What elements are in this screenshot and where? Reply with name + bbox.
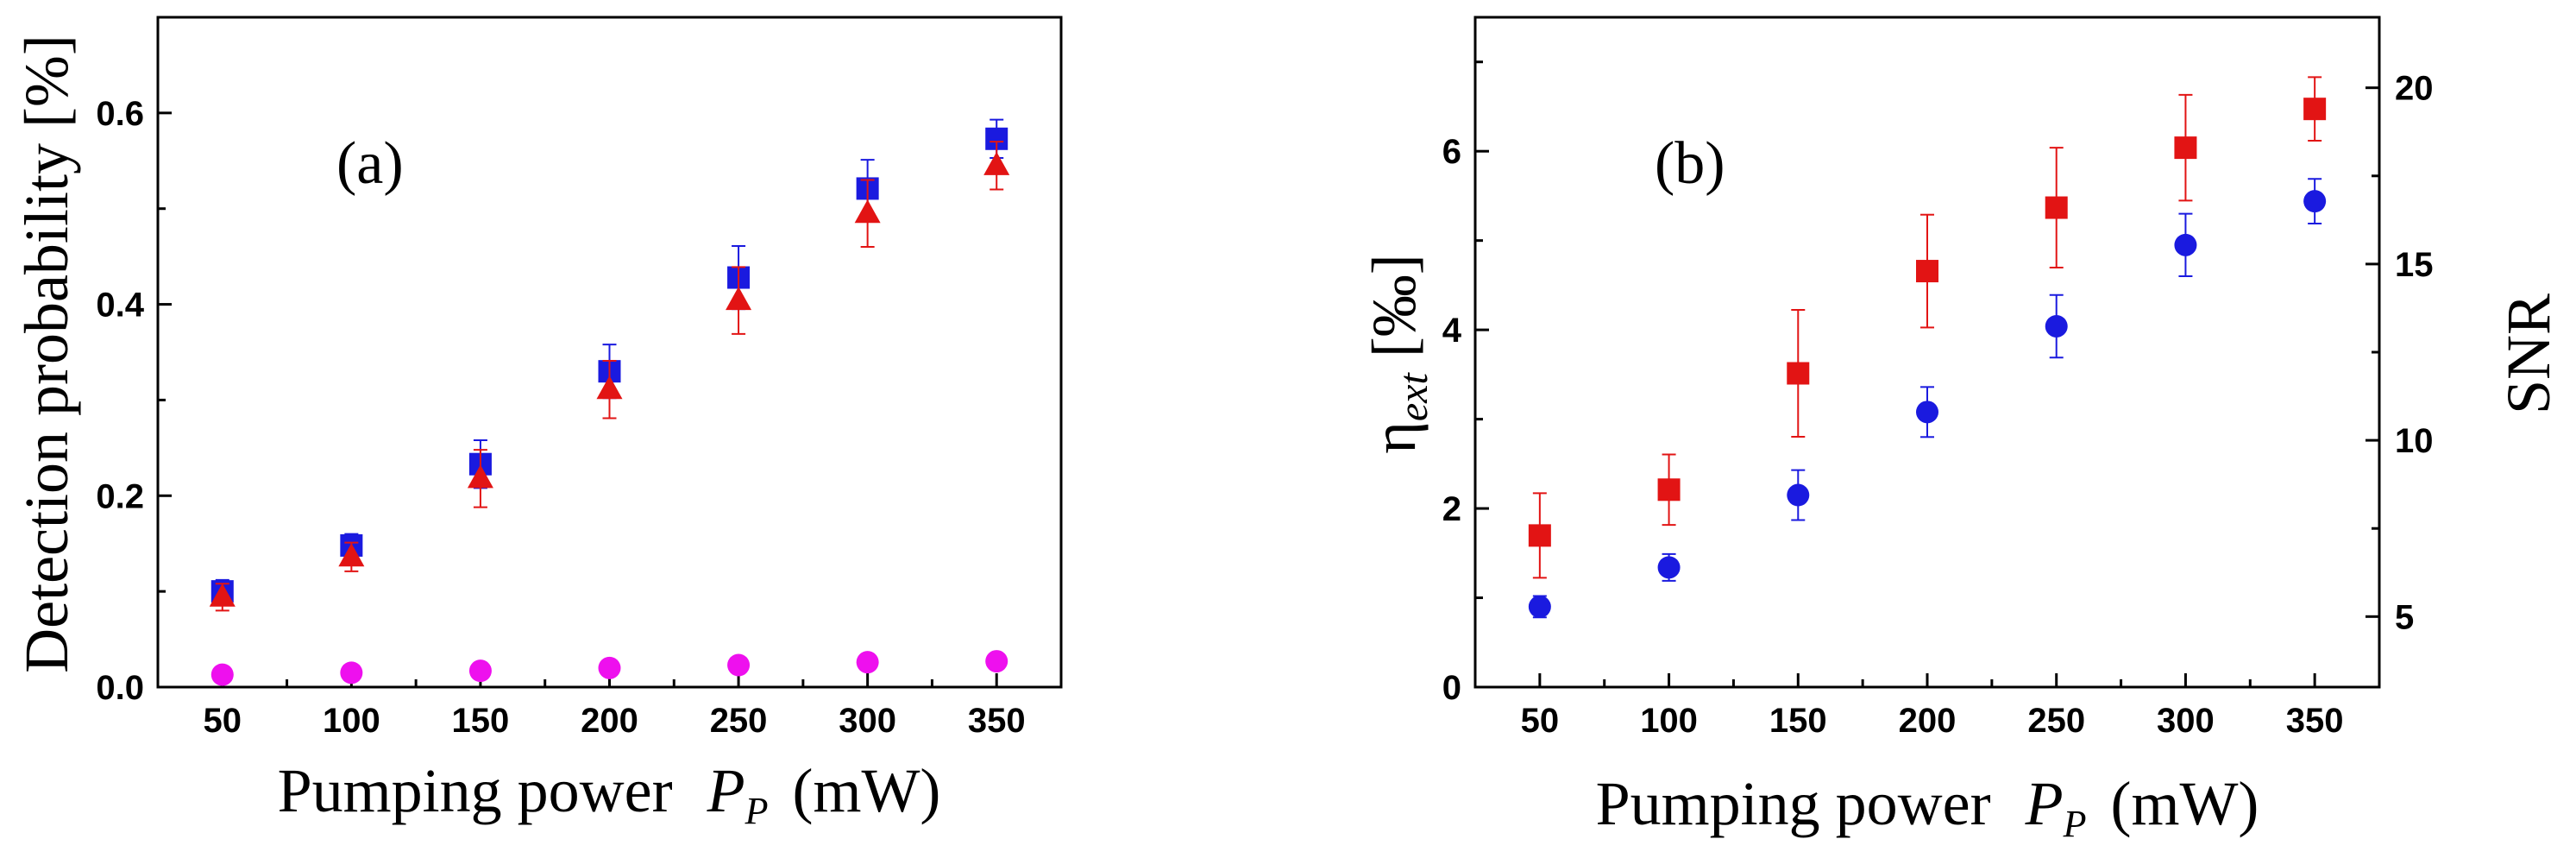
data-point-circle — [727, 653, 751, 677]
x-tick-label: 100 — [1640, 702, 1698, 740]
data-point-triangle — [209, 583, 236, 607]
data-point-square — [2045, 196, 2068, 219]
x-title-unit: (mW) — [2110, 769, 2259, 838]
x-tick-label: 300 — [2157, 702, 2215, 740]
x-tick-label: 300 — [839, 702, 896, 740]
data-point-circle — [1787, 483, 1810, 507]
x-title-main: Pumping power — [1596, 769, 1991, 838]
x-tick-label: 250 — [2027, 702, 2085, 740]
y-tick-label: 0.6 — [96, 95, 144, 133]
panel-b-x-axis-title: Pumping power PP (mW) — [1596, 769, 2259, 845]
data-point-circle — [1528, 595, 1551, 618]
data-point-circle — [2174, 233, 2197, 256]
data-point-circle — [2303, 190, 2327, 213]
data-point-circle — [210, 663, 234, 686]
panel-a-x-axis-title: Pumping power PP (mW) — [278, 756, 941, 832]
y-right-tick-label: 20 — [2395, 70, 2434, 108]
y-tick-label: 0 — [1442, 669, 1461, 707]
x-title-unit: (mW) — [792, 756, 940, 825]
data-point-square — [1916, 260, 1938, 283]
x-tick-label: 150 — [1769, 702, 1827, 740]
x-title-symbol: P — [707, 756, 745, 825]
y-tick-label: 0.4 — [96, 287, 144, 325]
y-tick-label: 4 — [1442, 312, 1462, 350]
data-point-circle — [985, 650, 1008, 673]
x-tick-label: 350 — [2286, 702, 2344, 740]
panel-a-marks — [209, 118, 1010, 686]
panel-b-frame — [1473, 16, 2381, 689]
data-point-circle — [468, 659, 492, 683]
panel-b-label: (b) — [1655, 130, 1725, 197]
y-right-tick-label: 15 — [2395, 246, 2434, 284]
x-tick-label: 350 — [968, 702, 1026, 740]
data-point-triangle — [983, 151, 1010, 175]
data-point-circle — [2045, 314, 2068, 338]
x-title-subscript: P — [745, 790, 769, 832]
data-point-square — [2303, 98, 2327, 121]
data-point-square — [1657, 478, 1681, 502]
panel-a-y-axis-title: Detection probability [%] — [12, 35, 81, 673]
data-point-triangle — [338, 543, 365, 567]
panel-a: 50 100 150 200 250 300 350 0.0 0.2 0.4 0.6 (a) Det… — [12, 16, 1063, 832]
data-point-circle — [598, 656, 621, 679]
x-tick-label: 250 — [710, 702, 768, 740]
panel-b: 50 100 150 200 250 300 350 0 2 4 6 5 10 15 20 (b) ηext… — [1360, 16, 2563, 845]
x-tick-label: 200 — [1899, 702, 1957, 740]
y-tick-label: 2 — [1442, 490, 1461, 528]
data-point-circle — [1657, 556, 1681, 579]
y-tick-label: 6 — [1442, 133, 1461, 171]
y-title-unit: [‰] — [1360, 254, 1429, 357]
x-tick-label: 150 — [452, 702, 510, 740]
panel-b-ticks: 50 100 150 200 250 300 350 0 2 4 6 5 10 15 20 — [1442, 60, 2434, 740]
data-point-square — [1528, 524, 1551, 547]
panel-b-marks — [1528, 76, 2327, 619]
x-title-subscript: P — [2063, 803, 2087, 845]
data-point-triangle — [467, 464, 493, 489]
data-point-triangle — [596, 375, 623, 400]
panel-a-label: (a) — [336, 130, 404, 197]
x-tick-label: 200 — [581, 702, 638, 740]
data-point-triangle — [726, 287, 752, 311]
panel-b-right-axis-title: SNR — [2494, 293, 2563, 414]
x-tick-label: 100 — [323, 702, 380, 740]
y-tick-label: 0.0 — [96, 669, 144, 707]
x-tick-label: 50 — [1521, 702, 1560, 740]
x-title-symbol: P — [2025, 769, 2064, 838]
data-point-circle — [856, 651, 879, 674]
y-tick-label: 0.2 — [96, 477, 144, 515]
data-point-circle — [340, 661, 363, 685]
y-right-tick-label: 5 — [2395, 598, 2414, 636]
data-point-square — [2174, 136, 2197, 160]
data-point-circle — [1916, 401, 1938, 424]
x-tick-label: 50 — [204, 702, 242, 740]
y-right-tick-label: 10 — [2395, 422, 2434, 460]
x-title-main: Pumping power — [278, 756, 673, 825]
data-point-triangle — [854, 199, 881, 224]
y-title-subscript: ext — [1391, 372, 1436, 422]
panel-a-ticks: 50 100 150 200 250 300 350 0.0 0.2 0.4 0.6 — [96, 95, 1025, 740]
y-title-symbol: η — [1360, 421, 1429, 454]
data-point-square — [1787, 362, 1810, 385]
panel-b-y-axis-title: ηext [‰] — [1360, 254, 1436, 454]
